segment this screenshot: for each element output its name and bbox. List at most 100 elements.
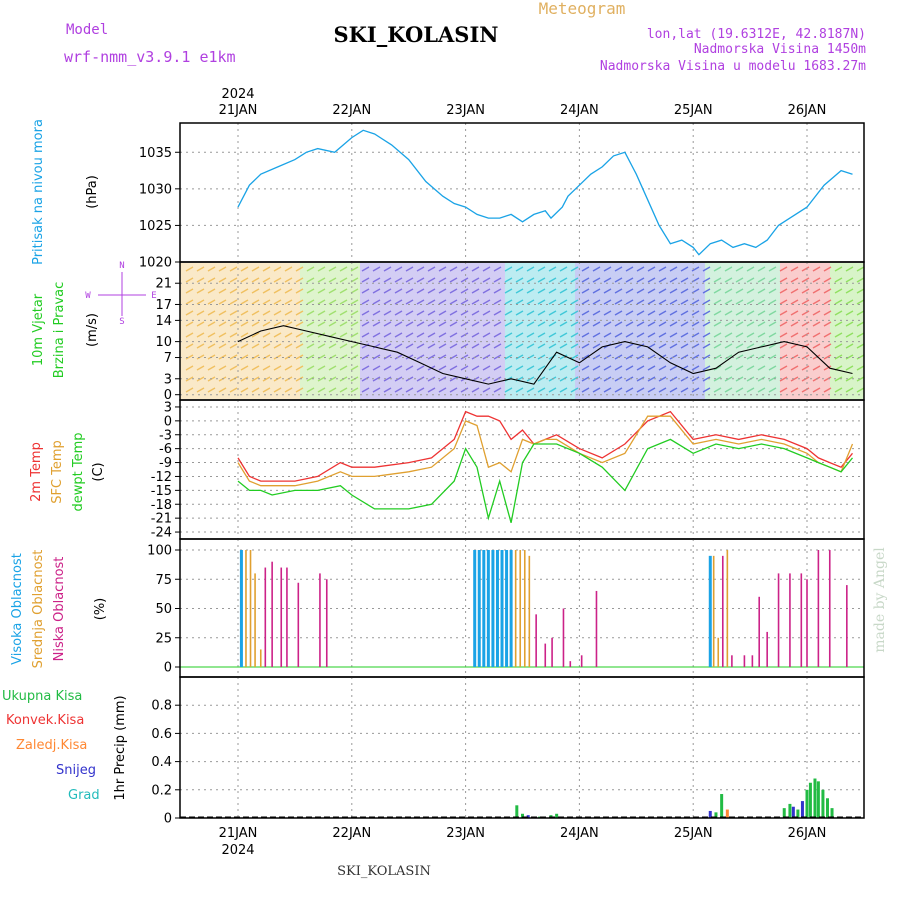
wind-arrow — [449, 354, 458, 360]
wind-arrow — [801, 387, 810, 393]
wind-arrow — [306, 277, 315, 283]
wind-arrow — [724, 321, 733, 327]
wind-arrow — [757, 277, 766, 283]
pressure-tick-label: 1020 — [139, 256, 172, 271]
wind-arrow — [768, 365, 777, 371]
wind-arrow — [438, 299, 447, 305]
wind-arrow — [680, 343, 689, 349]
wind-arrow — [372, 288, 381, 294]
wind-arrow — [295, 299, 304, 305]
wind-arrow — [427, 310, 436, 316]
cloud-bar-low — [743, 655, 746, 667]
wind-arrow — [757, 387, 766, 393]
wind-arrow — [295, 354, 304, 360]
wind-arrow — [251, 387, 260, 393]
precip-tick-label: 0.2 — [151, 783, 172, 798]
wind-arrow — [295, 288, 304, 294]
wind-arrow — [185, 321, 194, 327]
wind-arrow — [328, 387, 337, 393]
wind-arrow — [218, 365, 227, 371]
wind-arrow — [702, 266, 711, 272]
wind-arrow — [482, 354, 491, 360]
wind-arrow — [680, 332, 689, 338]
wind-arrow — [625, 310, 634, 316]
top-date-label: 25JAN — [674, 103, 713, 118]
cloud-bar-low — [551, 637, 553, 667]
cloud-bar-low — [325, 579, 328, 667]
wind-arrow — [306, 288, 315, 294]
wind-arrow — [361, 266, 370, 272]
wind-arrow — [449, 299, 458, 305]
wind-arrow — [702, 354, 711, 360]
wind-arrow — [251, 343, 260, 349]
temp-tick-label: -9 — [159, 456, 172, 471]
wind-arrow — [185, 365, 194, 371]
wind-arrow — [482, 387, 491, 393]
wind-axis-title-2: Brzina i Pravac — [52, 282, 67, 379]
wind-arrow — [735, 321, 744, 327]
wind-arrow — [625, 277, 634, 283]
wind-arrow — [427, 277, 436, 283]
wind-arrow — [251, 354, 260, 360]
wind-arrow — [559, 299, 568, 305]
wind-arrow — [306, 266, 315, 272]
product-title: Meteogram — [539, 0, 626, 18]
wind-arrow — [603, 354, 612, 360]
wind-arrow — [416, 332, 425, 338]
wind-arrow — [834, 343, 843, 349]
cloud-axis-title-1: Visoka Oblacnost — [10, 553, 25, 665]
wind-arrow — [185, 266, 194, 272]
wind-arrow — [350, 387, 359, 393]
wind-arrow — [614, 266, 623, 272]
wind-arrow — [515, 321, 524, 327]
wind-arrow — [218, 332, 227, 338]
wind-arrow — [768, 376, 777, 382]
wind-arrow — [570, 310, 579, 316]
wind-arrow — [196, 376, 205, 382]
coordinates: lon,lat (19.6312E, 42.8187N) — [647, 27, 866, 42]
wind-arrow — [581, 321, 590, 327]
wind-arrow — [823, 299, 832, 305]
wind-arrow — [790, 277, 799, 283]
wind-arrow — [724, 332, 733, 338]
temp-tick-label: 0 — [164, 414, 172, 429]
wind-arrow — [438, 365, 447, 371]
wind-arrow — [449, 332, 458, 338]
wind-arrow — [823, 277, 832, 283]
wind-arrow — [603, 310, 612, 316]
cloud-bar-mid — [726, 550, 729, 667]
precip-panel: 0.8 0.6 0.4 0.2 0 — [151, 676, 865, 827]
wind-arrow — [328, 288, 337, 294]
wind-arrow — [845, 321, 854, 327]
top-date-label: 24JAN — [560, 103, 599, 118]
wind-arrow — [592, 332, 601, 338]
wind-arrow — [570, 266, 579, 272]
wind-arrow — [680, 387, 689, 393]
wind-arrow — [207, 343, 216, 349]
wind-arrow — [372, 321, 381, 327]
wind-arrow — [185, 310, 194, 316]
precip-bar-total — [788, 803, 792, 818]
wind-arrow — [603, 321, 612, 327]
bottom-date-axis: 21JAN 22JAN 23JAN 24JAN 25JAN 26JAN — [219, 826, 827, 841]
wind-arrow — [548, 387, 557, 393]
wind-arrow — [405, 299, 414, 305]
wind-arrow — [196, 387, 205, 393]
wind-arrow — [680, 277, 689, 283]
wind-arrow — [559, 354, 568, 360]
wind-arrow — [526, 387, 535, 393]
wind-direction-band — [575, 263, 705, 399]
wind-arrow — [339, 310, 348, 316]
cloud-bar-low — [721, 555, 724, 667]
wind-arrow — [779, 365, 788, 371]
wind-arrow — [779, 354, 788, 360]
wind-arrow — [856, 332, 865, 338]
wind-arrow — [570, 321, 579, 327]
wind-arrow — [504, 266, 513, 272]
wind-arrow — [713, 365, 722, 371]
wind-arrow — [350, 310, 359, 316]
temp-tick-label: -3 — [159, 428, 172, 443]
precip-frame — [179, 676, 865, 819]
wind-arrow — [559, 332, 568, 338]
